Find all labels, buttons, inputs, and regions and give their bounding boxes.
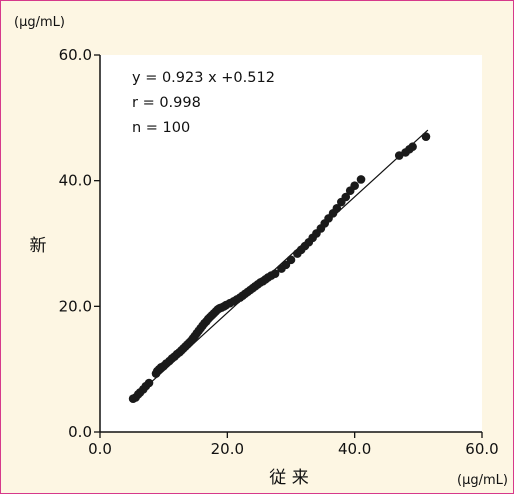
x-tick-label: 20.0	[211, 440, 244, 458]
x-tick-label: 0.0	[88, 440, 112, 458]
data-point	[357, 175, 366, 184]
y-tick-label: 0.0	[68, 423, 92, 441]
equation-annotation: y = 0.923 x +0.512	[132, 70, 275, 86]
x-axis-unit: (μg/mL)	[457, 473, 508, 488]
y-axis-unit: (μg/mL)	[14, 15, 65, 30]
y-tick-label: 60.0	[59, 46, 92, 64]
x-tick-label: 40.0	[338, 440, 371, 458]
data-point	[350, 181, 359, 190]
x-tick-label: 60.0	[465, 440, 498, 458]
sample-size-annotation: n = 100	[132, 120, 190, 136]
data-point	[287, 256, 296, 265]
x-axis-label: 従 来	[269, 468, 308, 488]
y-tick-label: 20.0	[59, 297, 92, 315]
y-axis-label: 新	[30, 236, 47, 256]
data-point	[145, 379, 154, 388]
y-tick-label: 40.0	[59, 172, 92, 190]
correlation-annotation: r = 0.998	[132, 95, 201, 111]
data-point	[422, 132, 431, 141]
data-point	[408, 142, 417, 151]
